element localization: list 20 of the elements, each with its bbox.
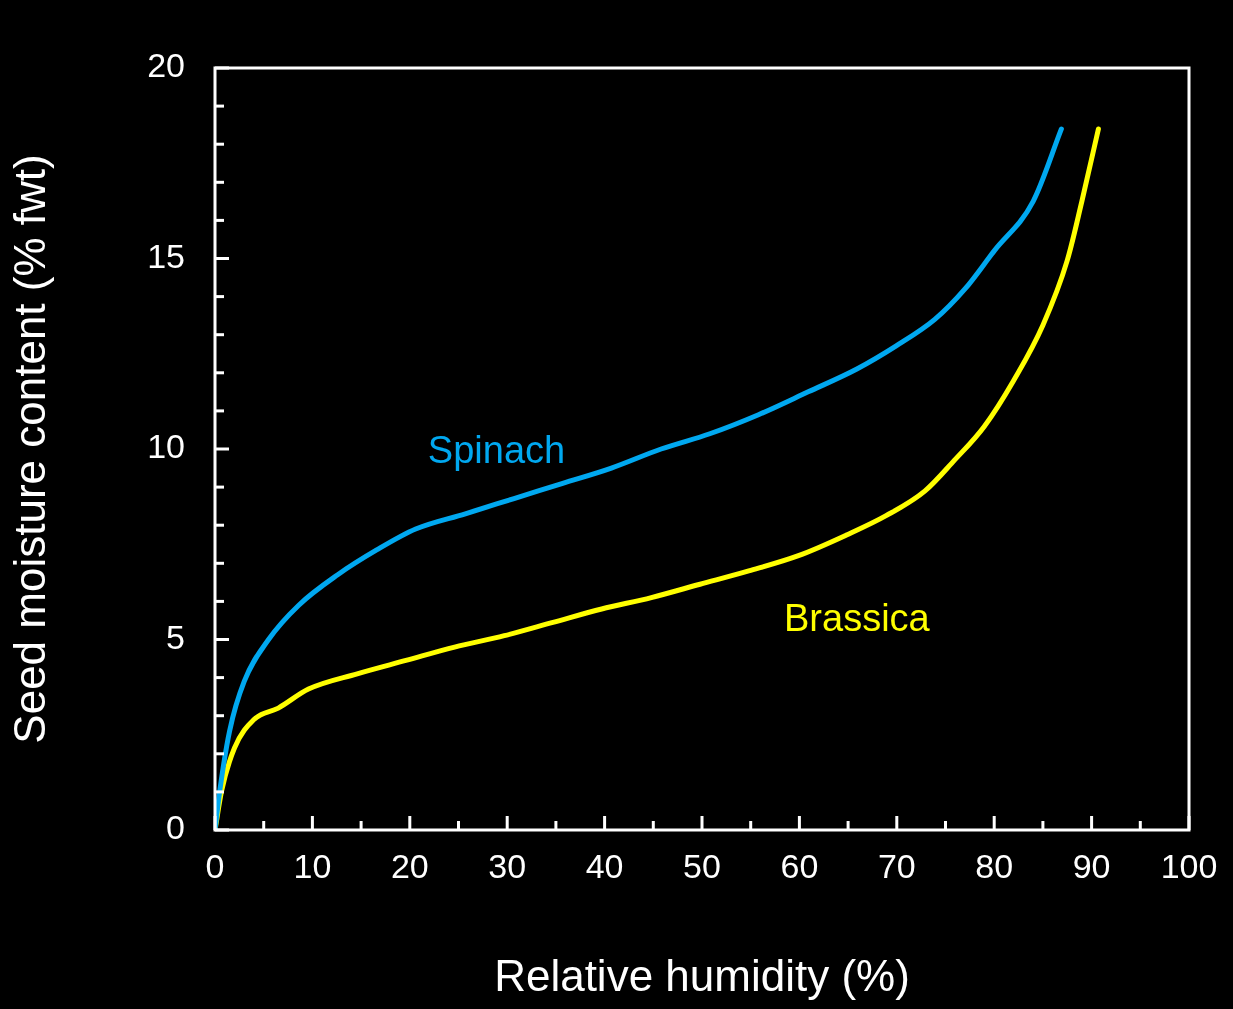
y-tick-label: 0 xyxy=(166,808,185,847)
x-tick-label: 20 xyxy=(390,847,429,886)
y-axis-title: Seed moisture content (% fwt) xyxy=(4,154,54,744)
x-tick-label: 50 xyxy=(683,847,721,886)
y-tick-label: 10 xyxy=(147,427,185,466)
x-tick-label: 0 xyxy=(205,847,225,886)
x-tick-label: 60 xyxy=(780,847,819,886)
x-axis-title: Relative humidity (%) xyxy=(494,950,910,1000)
y-tick-label: 20 xyxy=(147,46,185,85)
x-tick-label: 80 xyxy=(975,847,1014,886)
y-tick-label: 15 xyxy=(147,236,185,275)
series-label: Brassica xyxy=(784,596,931,639)
x-tick-label: 40 xyxy=(585,847,624,886)
x-tick-label: 70 xyxy=(877,847,916,886)
y-tick-label: 5 xyxy=(166,617,185,656)
x-tick-label: 90 xyxy=(1072,847,1111,886)
x-tick-label: 10 xyxy=(293,847,332,886)
series-label: Spinach xyxy=(427,429,566,472)
x-tick-label: 30 xyxy=(488,847,527,886)
x-tick-label: 100 xyxy=(1160,847,1218,886)
